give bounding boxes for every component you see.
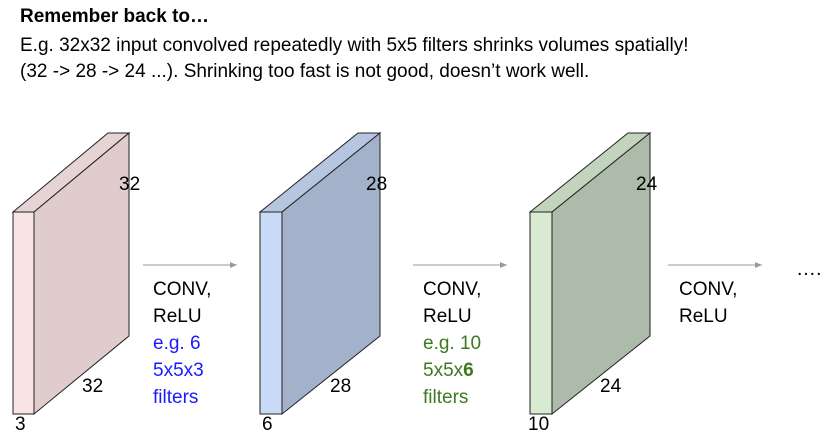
operation-3-line-1: CONV, xyxy=(679,279,738,300)
operation-2-line-1: CONV, xyxy=(423,279,482,300)
volume-3 xyxy=(528,131,652,416)
operation-1: CONV, ReLU e.g. 6 5x5x3 filters xyxy=(153,276,211,411)
volume-1-front xyxy=(12,211,35,415)
operation-1-note-1: e.g. 6 xyxy=(153,333,201,354)
body-line-2: (32 -> 28 -> 24 ...). Shrinking too fast… xyxy=(20,61,590,82)
slide-title: Remember back to… xyxy=(20,6,210,27)
volume-2 xyxy=(258,131,382,416)
volume-3-height-label: 24 xyxy=(636,174,658,195)
volume-1-depth-label: 3 xyxy=(15,414,26,435)
volume-2-front xyxy=(259,211,283,415)
operation-2-line-2: ReLU xyxy=(423,306,472,327)
volume-3-width-label: 24 xyxy=(600,376,622,397)
volume-2-height-label: 28 xyxy=(366,174,388,195)
operation-2-note-2-bold: 6 xyxy=(463,360,474,381)
volume-1-side xyxy=(33,131,130,416)
volume-2-depth-label: 6 xyxy=(262,414,273,435)
operation-2-note-2: 5x5x6 xyxy=(423,357,481,384)
operation-1-note-2: 5x5x3 xyxy=(153,360,204,381)
volume-3-front xyxy=(529,211,553,415)
volume-3-depth-label: 10 xyxy=(528,414,550,435)
operation-2-note-2-prefix: 5x5x xyxy=(423,360,464,381)
volume-1-height-label: 32 xyxy=(119,174,141,195)
operation-2-note-1: e.g. 10 xyxy=(423,333,482,354)
volume-2-width-label: 28 xyxy=(330,376,352,397)
operation-2-note-3: filters xyxy=(423,387,469,408)
volume-1-width-label: 32 xyxy=(82,376,104,397)
volume-1 xyxy=(11,131,131,416)
operation-1-line-2: ReLU xyxy=(153,306,202,327)
continuation-ellipsis: …. xyxy=(796,258,822,280)
body-line-1: E.g. 32x32 input convolved repeatedly wi… xyxy=(20,35,689,56)
operation-3-line-2: ReLU xyxy=(679,306,728,327)
operation-3: CONV, ReLU xyxy=(679,276,737,330)
operation-1-line-1: CONV, xyxy=(153,279,212,300)
operation-1-note-3: filters xyxy=(153,387,199,408)
slide-body: E.g. 32x32 input convolved repeatedly wi… xyxy=(20,33,689,85)
operation-2: CONV, ReLU e.g. 10 5x5x6 filters xyxy=(423,276,481,411)
